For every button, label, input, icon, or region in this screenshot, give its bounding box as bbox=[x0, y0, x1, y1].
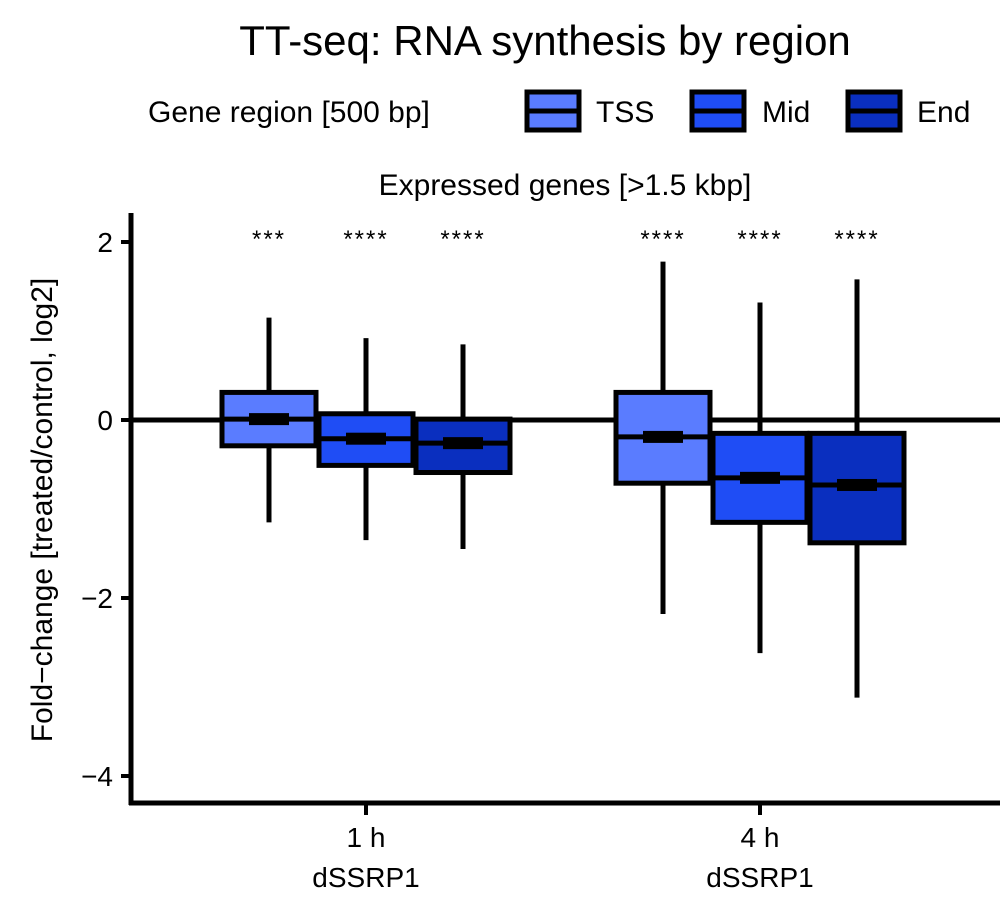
box-end-group-2: **** bbox=[807, 226, 907, 698]
legend-label-tss: TSS bbox=[596, 96, 654, 129]
legend-key-mid bbox=[689, 89, 747, 133]
plot-area: 20−2−4*** ******** ******** ****1 hdSSRP14 … bbox=[81, 213, 1000, 893]
y-tick-label: −2 bbox=[81, 583, 113, 614]
x-tick-label-line2: dSSRP1 bbox=[312, 862, 419, 893]
legend-key-tss bbox=[524, 89, 582, 133]
median-notch bbox=[249, 413, 289, 426]
box-end-group-1: **** bbox=[413, 226, 513, 550]
y-tick-label: 0 bbox=[97, 405, 113, 436]
y-axis-label: Fold−change [treated/control, log2] bbox=[26, 278, 59, 742]
x-tick-label-line1: 1 h bbox=[347, 822, 386, 853]
median-notch bbox=[443, 437, 483, 450]
box-iqr bbox=[413, 416, 513, 476]
legend-title: Gene region [500 bp] bbox=[148, 96, 430, 129]
legend-label-mid: Mid bbox=[762, 96, 810, 129]
significance-label: **** bbox=[834, 226, 879, 253]
box-mid-group-1: **** bbox=[316, 226, 416, 541]
y-tick-label: −4 bbox=[81, 761, 113, 792]
box-tss-group-2: **** bbox=[613, 226, 713, 615]
median-notch bbox=[346, 432, 386, 445]
significance-label: **** bbox=[440, 226, 485, 253]
median-notch bbox=[837, 478, 877, 491]
x-tick-label-line1: 4 h bbox=[741, 822, 780, 853]
significance-label: **** bbox=[343, 226, 388, 253]
legend: Gene region [500 bp] TSS Mid End bbox=[148, 89, 970, 133]
y-tick-label: 2 bbox=[97, 227, 113, 258]
significance-label: *** bbox=[252, 226, 286, 253]
median-notch bbox=[643, 430, 683, 443]
chart-title: TT-seq: RNA synthesis by region bbox=[239, 17, 851, 64]
legend-key-end bbox=[845, 89, 903, 133]
box-tss-group-1: *** bbox=[219, 226, 319, 523]
legend-label-end: End bbox=[917, 96, 970, 129]
median-notch bbox=[740, 471, 780, 484]
x-tick-label-line2: dSSRP1 bbox=[706, 862, 813, 893]
facet-label: Expressed genes [>1.5 kbp] bbox=[379, 169, 752, 202]
significance-label: **** bbox=[640, 226, 685, 253]
box-iqr bbox=[807, 430, 907, 546]
significance-label: **** bbox=[737, 226, 782, 253]
box-mid-group-2: **** bbox=[710, 226, 810, 654]
